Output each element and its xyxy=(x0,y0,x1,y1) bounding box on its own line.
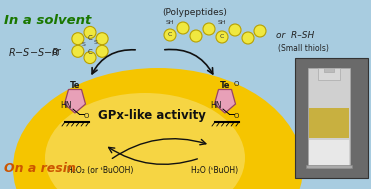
Polygon shape xyxy=(214,89,236,113)
Text: In a solvent: In a solvent xyxy=(4,14,91,27)
Circle shape xyxy=(164,29,176,41)
Text: SH: SH xyxy=(218,19,226,25)
Circle shape xyxy=(216,31,228,43)
Text: Te: Te xyxy=(220,81,230,91)
Text: H₂O (ᵗBuOH): H₂O (ᵗBuOH) xyxy=(191,166,239,174)
Bar xyxy=(324,68,334,72)
Text: or  R–SH: or R–SH xyxy=(276,30,314,40)
Text: O: O xyxy=(233,81,239,87)
Bar xyxy=(309,108,349,138)
Ellipse shape xyxy=(45,93,245,189)
Text: O: O xyxy=(233,113,239,119)
Circle shape xyxy=(242,32,254,44)
Circle shape xyxy=(96,33,108,45)
Polygon shape xyxy=(65,89,85,113)
Text: (Polypeptides): (Polypeptides) xyxy=(162,8,227,17)
Circle shape xyxy=(84,52,96,64)
Text: O: O xyxy=(83,113,89,119)
Text: H₂O₂ (or ᵗBuOOH): H₂O₂ (or ᵗBuOOH) xyxy=(67,166,133,174)
Text: or: or xyxy=(52,47,62,57)
Text: S: S xyxy=(94,40,98,46)
Circle shape xyxy=(177,22,189,34)
Text: S: S xyxy=(82,43,86,47)
Circle shape xyxy=(190,30,202,42)
Text: HN: HN xyxy=(210,101,222,110)
Circle shape xyxy=(203,23,215,35)
Bar xyxy=(306,165,352,168)
Text: (Small thiols): (Small thiols) xyxy=(278,43,329,53)
Circle shape xyxy=(72,33,84,45)
Circle shape xyxy=(254,25,266,37)
Bar xyxy=(308,68,350,168)
Text: Te: Te xyxy=(70,81,80,91)
Text: C: C xyxy=(88,35,92,41)
Circle shape xyxy=(96,45,108,57)
Text: $\mathit{R}$$-$$\mathit{S}$$-$$\mathit{S}$$-$$\mathit{R}$: $\mathit{R}$$-$$\mathit{S}$$-$$\mathit{S… xyxy=(8,46,59,58)
Circle shape xyxy=(84,26,96,38)
Circle shape xyxy=(72,45,84,57)
Circle shape xyxy=(229,24,241,36)
Bar xyxy=(318,68,340,80)
Text: C: C xyxy=(220,35,224,40)
Bar xyxy=(309,140,349,168)
Text: HN: HN xyxy=(60,101,72,110)
Text: GPx-like activity: GPx-like activity xyxy=(98,108,206,122)
Bar xyxy=(295,58,368,178)
Text: C: C xyxy=(168,33,172,37)
Ellipse shape xyxy=(13,68,303,189)
Text: On a resin: On a resin xyxy=(4,162,76,175)
Text: SH: SH xyxy=(166,19,174,25)
Text: C: C xyxy=(88,49,92,55)
